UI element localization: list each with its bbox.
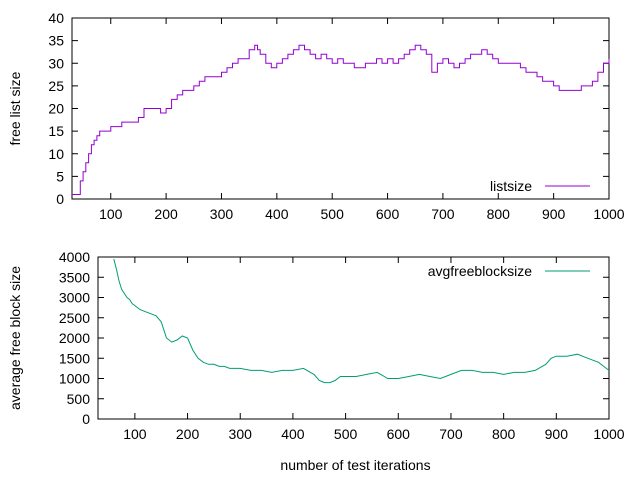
x-tick-label: 1000 <box>593 206 624 222</box>
x-tick-label: 600 <box>376 206 400 222</box>
x-tick-label: 1000 <box>593 426 624 442</box>
x-tick-label: 900 <box>545 426 569 442</box>
y-tick-label: 1500 <box>59 350 90 366</box>
x-tick-label: 100 <box>99 206 123 222</box>
y-axis-title: average free block size <box>7 266 23 410</box>
legend-label: listsize <box>490 178 532 194</box>
x-tick-label: 100 <box>123 426 147 442</box>
x-tick-label: 500 <box>334 426 358 442</box>
x-tick-label: 600 <box>387 426 411 442</box>
chart-free-list-size: 100 200 300 400 500 600 700 800 900 1000 0 5 10 15 20 2… <box>7 10 625 222</box>
x-tick-label: 800 <box>492 426 516 442</box>
y-tick-label: 2000 <box>59 330 90 346</box>
x-tick-label: 700 <box>431 206 455 222</box>
y-tick-label: 35 <box>48 33 64 49</box>
x-tick-label: 400 <box>281 426 305 442</box>
x-tick-label: 400 <box>265 206 289 222</box>
x-axis-title: number of test iterations <box>280 457 430 473</box>
chart-average-free-block-size: 100 200 300 400 500 600 700 800 900 1000 0 500 1000 1… <box>7 249 625 473</box>
series-line-avgfreeblocksize <box>113 258 610 384</box>
x-tick-label: 300 <box>229 426 253 442</box>
x-tick-label: 500 <box>321 206 345 222</box>
x-tick-label: 700 <box>439 426 463 442</box>
y-tick-label: 0 <box>56 191 64 207</box>
y-tick-label: 15 <box>48 123 64 139</box>
y-tick-label: 25 <box>48 78 64 94</box>
y-tick-label: 3000 <box>59 290 90 306</box>
y-tick-label: 500 <box>67 391 91 407</box>
y-axis-title: free list size <box>7 71 23 145</box>
y-tick-label: 0 <box>82 411 90 427</box>
y-tick-label: 20 <box>48 101 64 117</box>
y-tick-label: 10 <box>48 146 64 162</box>
legend-label: avgfreeblocksize <box>428 263 532 279</box>
x-tick-label: 800 <box>487 206 511 222</box>
x-tick-label: 300 <box>210 206 234 222</box>
x-tick-label: 200 <box>154 206 178 222</box>
plot-frame <box>97 256 610 420</box>
y-tick-label: 1000 <box>59 371 90 387</box>
y-tick-label: 30 <box>48 55 64 71</box>
y-tick-label: 40 <box>48 10 64 26</box>
series-line-listsize <box>72 44 610 195</box>
x-tick-label: 900 <box>542 206 566 222</box>
y-tick-label: 3500 <box>59 269 90 285</box>
y-tick-label: 2500 <box>59 310 90 326</box>
y-tick-label: 4000 <box>59 249 90 265</box>
y-tick-label: 5 <box>56 168 64 184</box>
x-tick-label: 200 <box>176 426 200 442</box>
